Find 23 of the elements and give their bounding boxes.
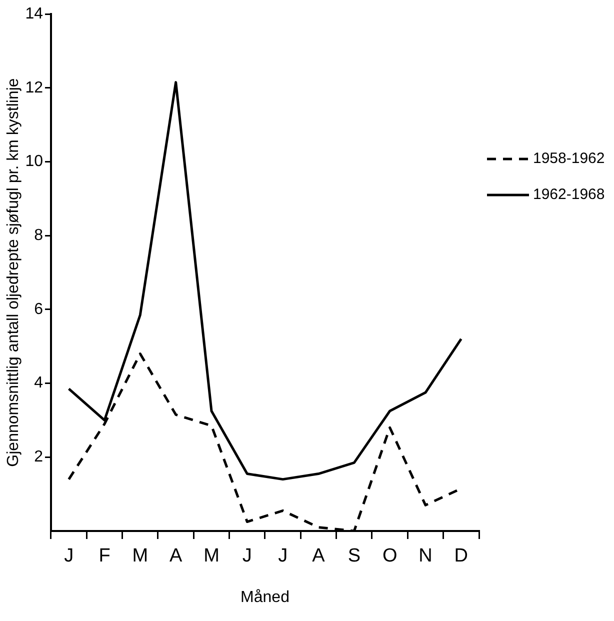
y-tick-label: 6	[34, 300, 44, 318]
x-axis-title: Måned	[240, 588, 290, 606]
y-tick-label: 2	[34, 448, 44, 466]
x-tick-label: J	[64, 546, 74, 567]
x-tick-label: M	[204, 546, 220, 567]
legend-label: 1962-1968	[533, 186, 605, 204]
x-tick-label: A	[169, 546, 182, 567]
x-tick-label: D	[454, 546, 468, 567]
y-tick-label: 12	[25, 79, 44, 96]
x-tick-label: M	[132, 546, 148, 567]
legend-label: 1958-1962	[533, 150, 605, 168]
x-tick-label: N	[418, 546, 432, 567]
x-tick-label: J	[242, 546, 252, 567]
x-tick-label: S	[348, 546, 361, 567]
y-tick-label: 14	[25, 5, 44, 22]
y-tick-label: 10	[25, 153, 44, 170]
x-tick-label: A	[312, 546, 326, 567]
x-tick-label: O	[382, 546, 398, 567]
x-tick-label: J	[278, 546, 288, 567]
y-axis-title: Gjennomsnittlig antall oljedrepte sjøfugl pr. km kystlinje	[5, 78, 22, 467]
x-tick-label: F	[98, 546, 110, 567]
y-tick-label: 4	[34, 374, 44, 392]
y-tick-label: 8	[34, 226, 44, 244]
